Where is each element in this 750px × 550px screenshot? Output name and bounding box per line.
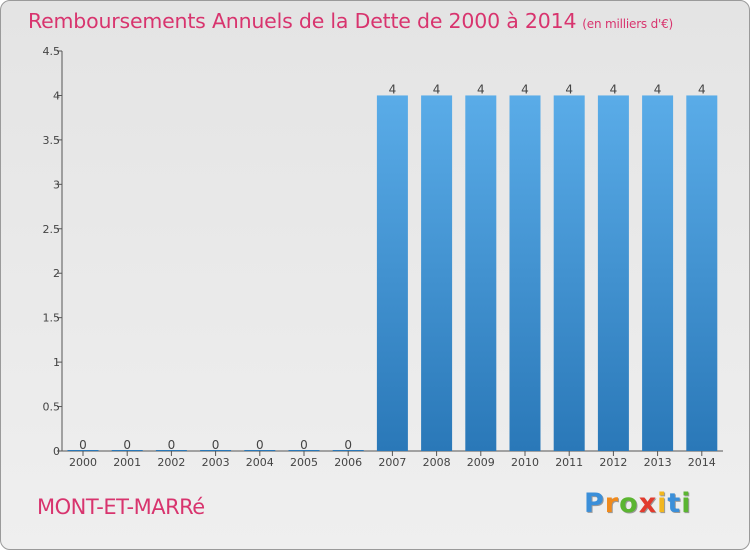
y-tick-label: 0 [53,445,60,458]
bar-2008 [421,95,453,451]
logo-letter: x [638,488,658,519]
bar-2011 [553,95,585,451]
title-text: Remboursements Annuels de la Dette de 20… [28,9,577,33]
x-tick-label: 2005 [290,456,318,469]
y-tick-label: 3.5 [43,134,61,147]
y-tick-label: 1 [53,356,60,369]
data-label-2009: 4 [477,82,485,96]
x-tick-label: 2007 [378,456,406,469]
chart-title: Remboursements Annuels de la Dette de 20… [28,9,673,33]
y-tick-label: 3 [53,178,60,191]
bar-2007 [376,95,408,451]
data-label-2000: 0 [79,438,87,452]
x-tick-label: 2008 [423,456,451,469]
logo-letter: i [681,488,692,519]
bar-2014 [686,95,718,451]
logo-letter: t [667,488,682,519]
y-tick-label: 2.5 [43,223,61,236]
data-label-2007: 4 [389,82,397,96]
bar-2013 [642,95,674,451]
data-label-2014: 4 [698,82,706,96]
data-label-2012: 4 [610,82,618,96]
logo-letter: o [619,488,639,519]
data-label-2008: 4 [433,82,441,96]
x-tick-label: 2004 [246,456,274,469]
y-tick-label: 4.5 [43,45,61,58]
data-label-2011: 4 [565,82,573,96]
bar-2009 [465,95,497,451]
x-tick-label: 2011 [555,456,583,469]
data-label-2006: 0 [344,438,352,452]
data-label-2001: 0 [123,438,131,452]
data-label-2010: 4 [521,82,529,96]
x-tick-label: 2002 [157,456,185,469]
data-label-2003: 0 [212,438,220,452]
y-tick-label: 4 [53,89,60,102]
x-tick-label: 2000 [69,456,97,469]
x-tick-label: 2003 [202,456,230,469]
unit-label: (en milliers d'€) [582,17,674,31]
x-tick-label: 2013 [644,456,672,469]
data-label-2005: 0 [300,438,308,452]
x-tick-label: 2010 [511,456,539,469]
logo-letter: i [657,488,668,519]
bar-2012 [597,95,629,451]
y-tick-label: 1.5 [43,312,61,325]
proxiti-logo: Proxiti [584,488,692,519]
x-tick-label: 2006 [334,456,362,469]
x-tick-label: 2001 [113,456,141,469]
data-label-2002: 0 [168,438,176,452]
logo-letter: r [604,488,620,519]
x-tick-label: 2009 [467,456,495,469]
data-label-2004: 0 [256,438,264,452]
logo-letter: P [584,488,605,519]
x-tick-label: 2012 [599,456,627,469]
bar-2010 [509,95,541,451]
x-tick-label: 2014 [688,456,716,469]
y-tick-label: 0.5 [43,401,61,414]
commune-name: MONT-ET-MARRé [37,495,205,519]
y-tick-label: 2 [53,267,60,280]
data-label-2013: 4 [654,82,662,96]
